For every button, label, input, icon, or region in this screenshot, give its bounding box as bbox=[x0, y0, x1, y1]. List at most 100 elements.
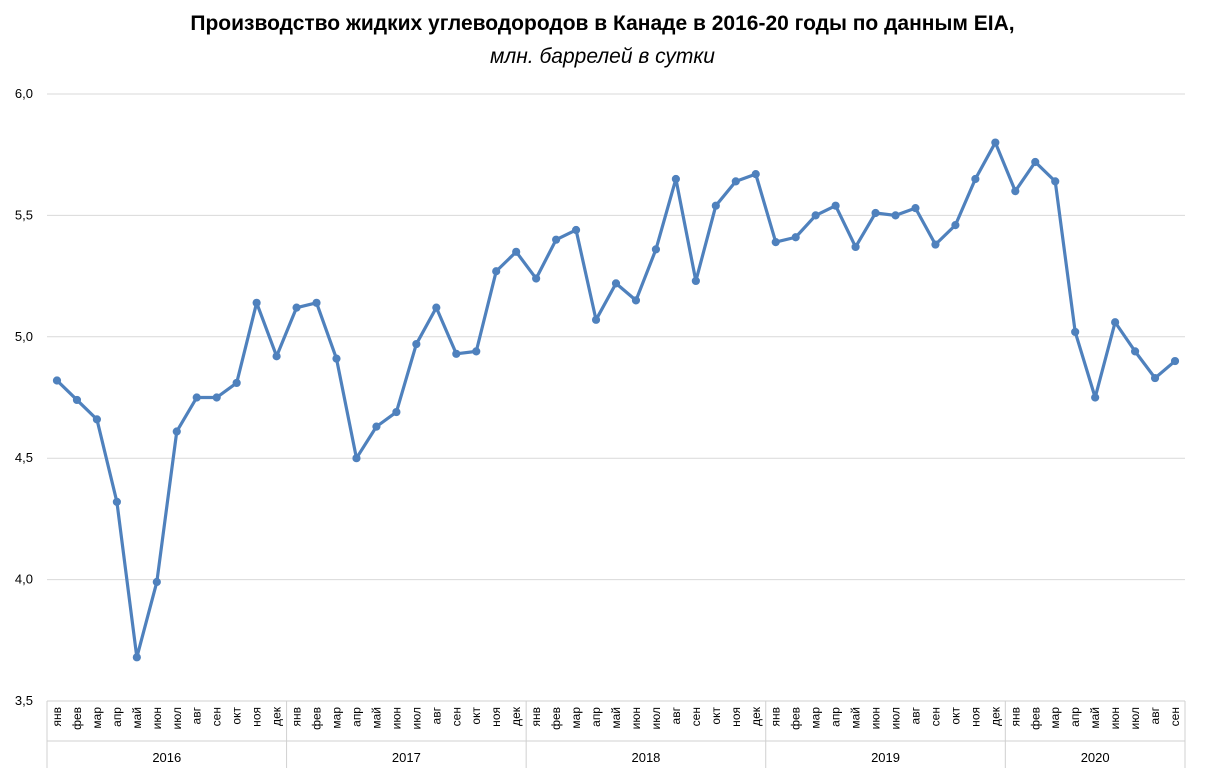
x-tick-label: дек bbox=[749, 706, 763, 726]
data-point bbox=[52, 376, 62, 385]
x-tick-label: июл bbox=[1128, 707, 1142, 729]
x-tick-label: май bbox=[1088, 707, 1102, 729]
data-point bbox=[811, 211, 820, 220]
x-tick-label: июн bbox=[629, 707, 643, 729]
data-point bbox=[1111, 318, 1120, 327]
chart-title: Производство жидких углеводородов в Кана… bbox=[190, 12, 1015, 35]
data-point bbox=[372, 422, 381, 431]
x-tick-label: авг bbox=[190, 706, 204, 724]
data-point bbox=[831, 201, 840, 210]
data-point bbox=[871, 208, 880, 218]
x-tick-label: июл bbox=[649, 707, 663, 729]
x-tick-label: мар bbox=[1048, 707, 1062, 729]
data-point bbox=[272, 352, 281, 361]
y-tick-label: 3,5 bbox=[15, 693, 33, 708]
x-tick-label: ноя bbox=[968, 707, 982, 727]
year-label: 2016 bbox=[152, 750, 181, 765]
data-point bbox=[1091, 393, 1100, 402]
x-tick-label: дек bbox=[270, 706, 284, 726]
y-tick-label: 4,5 bbox=[15, 450, 33, 465]
data-point bbox=[671, 174, 680, 184]
data-point bbox=[212, 393, 221, 402]
x-tick-label: ноя bbox=[489, 707, 503, 727]
x-tick-label: окт bbox=[469, 707, 483, 725]
data-point bbox=[951, 221, 960, 230]
data-point bbox=[731, 177, 740, 186]
data-point bbox=[591, 315, 601, 324]
data-point bbox=[432, 303, 441, 312]
data-point bbox=[691, 276, 700, 286]
data-point bbox=[571, 225, 581, 235]
y-tick-label: 4,0 bbox=[15, 572, 33, 587]
x-tick-label: авг bbox=[669, 706, 683, 724]
x-tick-label: мар bbox=[90, 707, 104, 729]
x-tick-label: июн bbox=[1108, 707, 1122, 729]
data-point bbox=[552, 235, 561, 244]
x-tick-label: ноя bbox=[729, 707, 743, 727]
x-tick-label: фев bbox=[70, 707, 84, 730]
x-tick-label: июл bbox=[409, 707, 423, 729]
x-tick-label: июн bbox=[150, 707, 164, 729]
data-point bbox=[472, 347, 481, 356]
data-point bbox=[232, 378, 241, 388]
x-tick-label: июл bbox=[889, 707, 903, 729]
x-tick-label: дек bbox=[988, 706, 1002, 726]
data-point bbox=[512, 247, 521, 256]
y-tick-label: 5,5 bbox=[15, 207, 33, 222]
x-tick-label: янв bbox=[1008, 707, 1022, 727]
data-point bbox=[611, 279, 621, 288]
x-tick-label: янв bbox=[529, 707, 543, 727]
x-tick-label: окт bbox=[230, 707, 244, 725]
data-point bbox=[1150, 373, 1160, 383]
data-point bbox=[332, 354, 341, 363]
x-tick-label: ноя bbox=[250, 707, 264, 727]
data-point bbox=[991, 138, 1000, 147]
data-point bbox=[711, 201, 720, 210]
data-point bbox=[452, 349, 461, 358]
data-point bbox=[1130, 347, 1140, 356]
x-tick-label: июн bbox=[389, 707, 403, 729]
data-point bbox=[1170, 356, 1180, 366]
x-tick-label: фев bbox=[1028, 707, 1042, 730]
x-tick-label: май bbox=[130, 707, 144, 729]
data-point bbox=[92, 415, 102, 424]
x-tick-label: окт bbox=[709, 707, 723, 725]
year-label: 2019 bbox=[871, 750, 900, 765]
x-tick-label: фев bbox=[549, 707, 563, 730]
x-tick-label: апр bbox=[829, 707, 843, 727]
data-point bbox=[392, 407, 401, 417]
year-label: 2018 bbox=[631, 750, 660, 765]
data-point bbox=[971, 174, 980, 184]
data-point bbox=[911, 204, 920, 213]
x-tick-label: сен bbox=[449, 707, 463, 726]
y-tick-label: 6,0 bbox=[15, 86, 33, 101]
x-tick-label: апр bbox=[110, 707, 124, 727]
x-tick-label: мар bbox=[329, 707, 343, 729]
year-label: 2017 bbox=[392, 750, 421, 765]
year-label: 2020 bbox=[1081, 750, 1110, 765]
x-tick-label: июл bbox=[170, 707, 184, 729]
data-point bbox=[1051, 177, 1060, 186]
x-tick-label: сен bbox=[689, 707, 703, 726]
x-tick-label: авг bbox=[1148, 706, 1162, 724]
x-tick-label: сен bbox=[210, 707, 224, 726]
x-tick-label: апр bbox=[349, 707, 363, 727]
data-point bbox=[132, 653, 141, 662]
data-point bbox=[851, 242, 860, 252]
chart-subtitle: млн. баррелей в сутки bbox=[490, 45, 715, 68]
data-point bbox=[791, 233, 800, 242]
x-tick-label: фев bbox=[789, 707, 803, 730]
x-tick-label: май bbox=[369, 707, 383, 729]
x-tick-label: дек bbox=[509, 706, 523, 726]
data-point bbox=[352, 454, 361, 463]
x-tick-label: авг bbox=[429, 706, 443, 724]
x-tick-label: авг bbox=[908, 706, 922, 724]
data-point bbox=[172, 427, 181, 436]
x-tick-label: фев bbox=[310, 707, 324, 730]
x-tick-label: сен bbox=[1168, 707, 1182, 726]
series-production bbox=[52, 138, 1180, 662]
data-point bbox=[152, 577, 161, 587]
data-point bbox=[412, 339, 421, 349]
